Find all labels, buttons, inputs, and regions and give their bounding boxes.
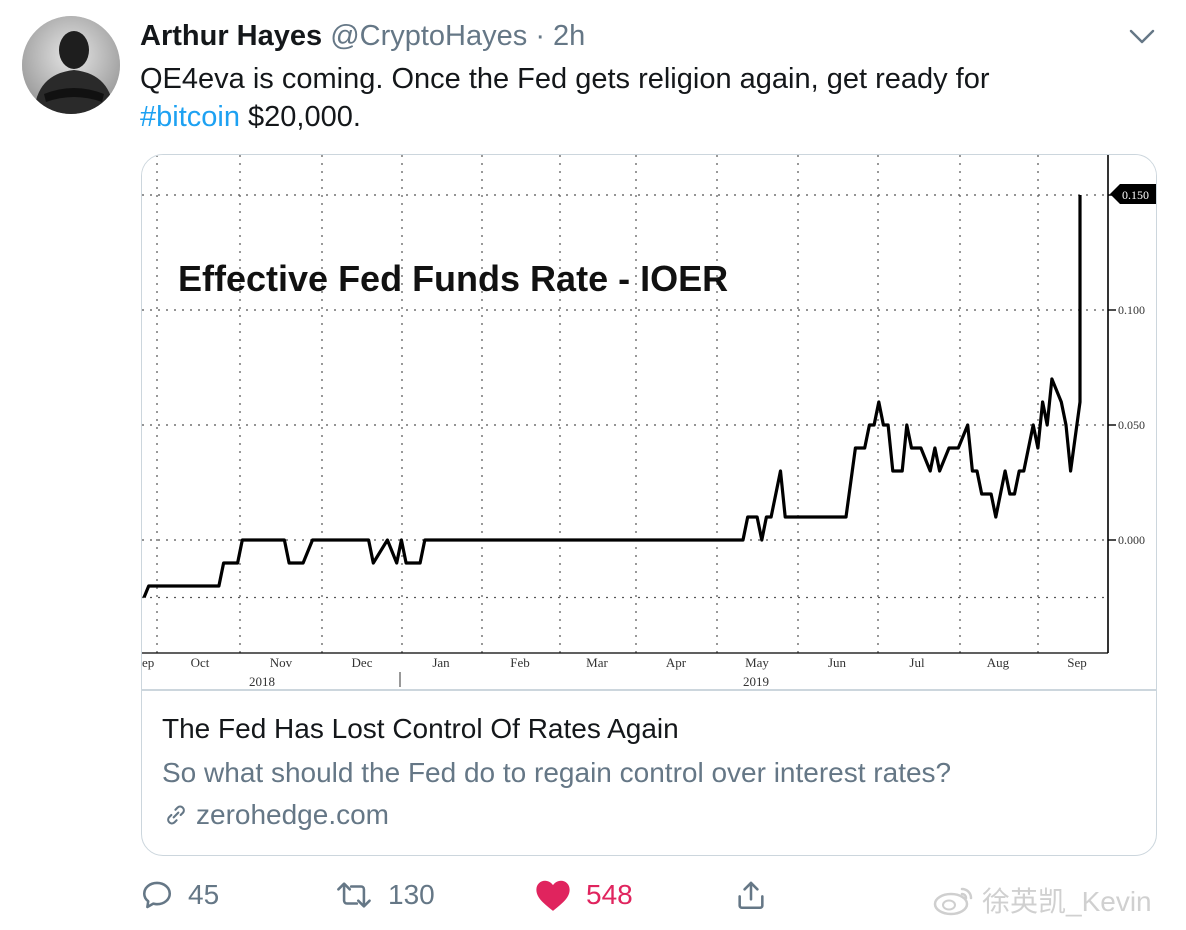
chart-y-tick-label: 0.100 xyxy=(1118,303,1145,317)
retweet-count: 130 xyxy=(388,879,435,910)
chart-x-tick-label: Oct xyxy=(191,655,210,670)
chart-x-ticks: ep Oct Nov Dec Jan Feb Mar Apr May Jun Jul Aug Sep xyxy=(142,655,1087,670)
chart-x-tick-label: May xyxy=(745,655,769,670)
chart-last-value-tag: 0.150 xyxy=(1110,184,1156,204)
retweet-icon xyxy=(337,882,371,908)
chart-x-tick-label: ep xyxy=(142,655,154,670)
like-count: 548 xyxy=(586,879,633,910)
like-button[interactable]: 548 xyxy=(534,872,633,918)
chart-series-line xyxy=(142,195,1082,599)
chart-x-tick-label: Aug xyxy=(987,655,1010,670)
card-description: So what should the Fed do to regain cont… xyxy=(162,757,952,788)
chart-y-tick-label: 0.050 xyxy=(1118,418,1145,432)
tweet-header: Arthur Hayes @CryptoHayes · 2h xyxy=(140,18,585,54)
watermark: 徐英凯_Kevin xyxy=(932,880,1152,920)
tweet-text-end: $20,000. xyxy=(248,101,361,133)
card-domain-row: zerohedge.com xyxy=(162,797,389,833)
chart-y-ticks: 0.000 0.050 0.100 xyxy=(1108,194,1145,547)
chart-x-tick-label: Jul xyxy=(909,655,925,670)
chart-title: Effective Fed Funds Rate - IOER xyxy=(178,258,728,299)
chart-y-tick-label: 0.000 xyxy=(1118,533,1145,547)
link-card[interactable]: 0.000 0.050 0.100 ep Oct Nov Dec Jan Feb Mar Apr M… xyxy=(141,154,1157,856)
card-domain: zerohedge.com xyxy=(196,799,390,830)
chart-x-tick-label: Nov xyxy=(270,655,293,670)
author-name[interactable]: Arthur Hayes xyxy=(140,20,323,52)
separator-dot: · xyxy=(535,20,545,52)
fed-funds-chart: 0.000 0.050 0.100 ep Oct Nov Dec Jan Feb Mar Apr M… xyxy=(142,155,1156,689)
retweet-button[interactable]: 130 xyxy=(334,872,435,918)
reply-icon xyxy=(142,881,172,909)
chevron-down-icon[interactable] xyxy=(1126,22,1158,50)
chart-year-label: 2019 xyxy=(743,674,769,689)
chart-x-tick-label: Mar xyxy=(586,655,608,670)
tweet-text: QE4eva is coming. Once the Fed gets reli… xyxy=(140,60,1140,136)
card-title: The Fed Has Lost Control Of Rates Again xyxy=(162,713,679,744)
chart-x-tick-label: Sep xyxy=(1067,655,1087,670)
share-button[interactable] xyxy=(734,872,768,918)
author-handle[interactable]: @CryptoHayes xyxy=(330,20,528,52)
avatar-image xyxy=(22,16,120,114)
heart-icon xyxy=(536,880,570,911)
chart-x-tick-label: Dec xyxy=(352,655,373,670)
tweet-timestamp[interactable]: 2h xyxy=(553,20,586,52)
reply-count: 45 xyxy=(188,879,220,910)
chart-image: 0.000 0.050 0.100 ep Oct Nov Dec Jan Feb Mar Apr M… xyxy=(142,155,1156,689)
chart-x-tick-label: Apr xyxy=(666,655,687,670)
hashtag-link[interactable]: #bitcoin xyxy=(140,101,240,133)
reply-button[interactable]: 45 xyxy=(140,872,219,918)
avatar[interactable] xyxy=(22,16,120,114)
link-icon xyxy=(167,805,185,825)
chart-x-tick-label: Jun xyxy=(828,655,847,670)
chart-x-tick-label: Jan xyxy=(432,655,450,670)
chart-year-label: 2018 xyxy=(249,674,275,689)
chart-grid xyxy=(142,155,1108,653)
share-icon xyxy=(738,881,764,910)
weibo-logo-icon xyxy=(933,887,973,916)
card-divider xyxy=(142,689,1156,691)
watermark-text: 徐英凯_Kevin xyxy=(982,886,1152,917)
chart-last-value: 0.150 xyxy=(1122,188,1149,202)
chart-x-tick-label: Feb xyxy=(510,655,530,670)
tweet-text-main: QE4eva is coming. Once the Fed gets reli… xyxy=(140,63,990,95)
